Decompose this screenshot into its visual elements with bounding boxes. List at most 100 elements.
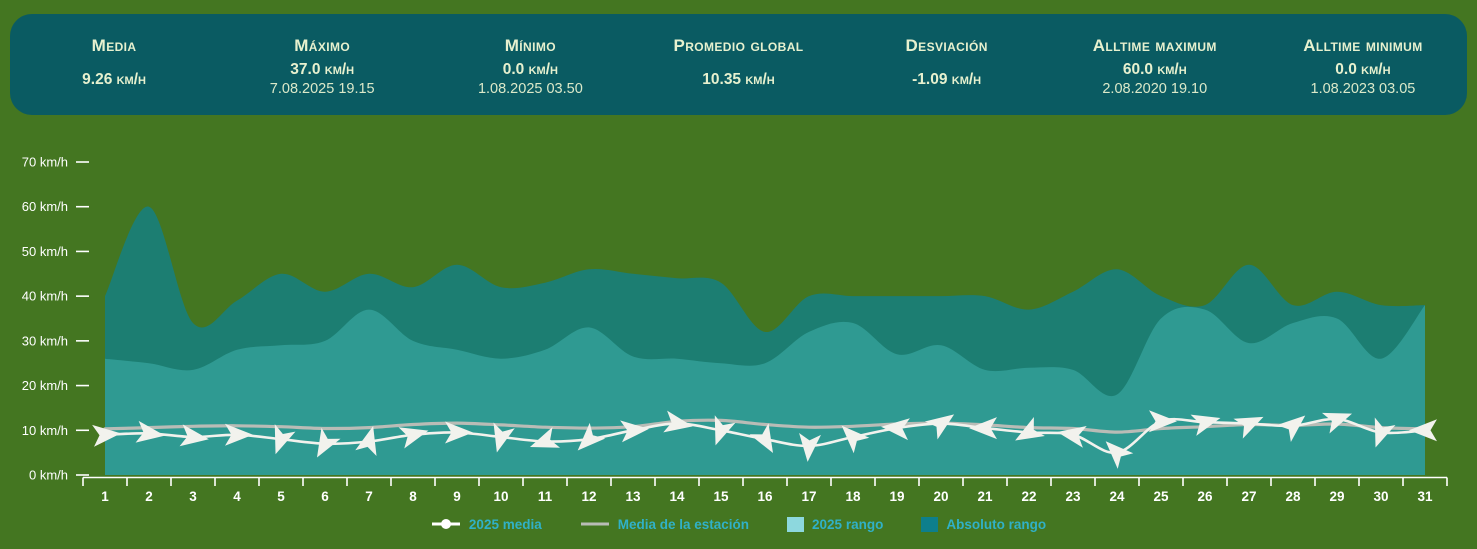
wind-direction-marker xyxy=(355,426,377,456)
wind-direction-marker xyxy=(1015,416,1045,441)
legend-item-media-de-la-estaci-n[interactable]: Media de la estación xyxy=(580,517,749,532)
x-tick-label: 6 xyxy=(321,489,329,504)
y-tick-label: 30 km/h xyxy=(22,333,68,348)
y-tick-label: 40 km/h xyxy=(22,289,68,304)
x-tick-label: 22 xyxy=(1021,489,1036,504)
wind-direction-marker xyxy=(179,424,209,447)
stat-value: 10.35 km/h xyxy=(702,70,775,88)
x-tick-label: 28 xyxy=(1285,489,1301,504)
x-tick-label: 11 xyxy=(538,489,553,504)
wind-direction-marker xyxy=(135,420,165,443)
legend-item-2025-rango[interactable]: 2025 rango xyxy=(787,516,884,532)
stat-label: Alltime minimum xyxy=(1303,36,1423,55)
wind-direction-marker xyxy=(1276,415,1306,442)
stat-alltime-maximum: Alltime maximum 60.0 km/h 2.08.2020 19.10 xyxy=(1051,14,1259,115)
wind-direction-marker xyxy=(317,427,341,458)
x-tick-label: 14 xyxy=(669,489,685,504)
y-tick-label: 20 km/h xyxy=(22,378,68,393)
stat-label: Máximo xyxy=(294,36,351,55)
x-tick-label: 4 xyxy=(233,489,241,504)
wind-direction-marker xyxy=(663,410,693,433)
x-tick-label: 29 xyxy=(1329,489,1344,504)
x-tick-label: 12 xyxy=(581,489,596,504)
y-tick-label: 60 km/h xyxy=(22,199,68,214)
stat-date: 7.08.2025 19.15 xyxy=(269,81,375,97)
x-tick-label: 26 xyxy=(1197,489,1213,504)
x-tick-label: 1 xyxy=(101,489,109,504)
wind-direction-marker xyxy=(274,424,296,455)
stat-value: 60.0 km/h xyxy=(1122,61,1187,78)
stat-m-nimo: Mínimo 0.0 km/h 1.08.2025 03.50 xyxy=(426,14,634,115)
stat-m-ximo: Máximo 37.0 km/h 7.08.2025 19.15 xyxy=(218,14,426,115)
x-tick-label: 3 xyxy=(189,489,197,504)
wind-direction-marker xyxy=(1233,416,1264,439)
x-tick-label: 31 xyxy=(1417,489,1433,504)
y-tick-label: 10 km/h xyxy=(22,423,68,438)
stat-date: 1.08.2025 03.50 xyxy=(477,81,583,97)
legend-swatch-icon xyxy=(787,516,805,532)
x-tick-label: 27 xyxy=(1241,489,1256,504)
legend-item-2025-media[interactable]: 2025 media xyxy=(431,517,542,532)
x-tick-label: 24 xyxy=(1109,489,1125,504)
legend-item-absoluto-rango[interactable]: Absoluto rango xyxy=(921,516,1046,532)
stat-alltime-minimum: Alltime minimum 0.0 km/h 1.08.2023 03.05 xyxy=(1259,14,1467,115)
x-tick-label: 15 xyxy=(713,489,729,504)
x-tick-label: 5 xyxy=(277,489,285,504)
x-tick-label: 23 xyxy=(1065,489,1081,504)
wind-direction-marker xyxy=(225,423,253,446)
x-tick-label: 13 xyxy=(625,489,641,504)
stat-media: Media 9.26 km/h xyxy=(10,14,218,115)
wind-direction-marker xyxy=(1190,414,1221,436)
x-tick-label: 16 xyxy=(757,489,773,504)
y-axis: 0 km/h 10 km/h 20 km/h 30 km/h 40 km/h 50 km/… xyxy=(22,155,89,483)
wind-direction-markers xyxy=(92,410,1437,469)
stat-label: Desviación xyxy=(905,36,988,55)
wind-direction-marker xyxy=(1149,410,1177,433)
x-tick-label: 8 xyxy=(409,489,417,504)
x-tick-label: 30 xyxy=(1373,489,1388,504)
stat-promedio-global: Promedio global 10.35 km/h xyxy=(634,14,842,115)
wind-direction-marker xyxy=(1409,419,1437,442)
stat-desviaci-n: Desviación -1.09 km/h xyxy=(843,14,1051,115)
stat-date: 2.08.2020 19.10 xyxy=(1102,81,1208,97)
wind-direction-marker xyxy=(1374,417,1396,448)
wind-direction-marker xyxy=(1321,412,1353,434)
legend-swatch-icon xyxy=(921,516,939,532)
wind-direction-marker xyxy=(398,427,429,449)
x-tick-label: 9 xyxy=(453,489,461,504)
legend-label: 2025 media xyxy=(468,516,542,532)
y-tick-label: 0 km/h xyxy=(29,468,68,483)
stat-label: Alltime maximum xyxy=(1092,36,1217,55)
x-tick-label: 18 xyxy=(845,489,861,504)
chart-legend: 2025 media Media de la estación 2025 rango… xyxy=(0,512,1477,536)
wind-direction-marker xyxy=(714,415,736,446)
x-tick-label: 21 xyxy=(977,489,993,504)
y-tick-label: 70 km/h xyxy=(22,155,68,170)
wind-direction-marker xyxy=(969,417,997,440)
wind-direction-marker xyxy=(841,425,870,454)
wind-direction-marker xyxy=(577,422,606,451)
legend-label: 2025 rango xyxy=(812,516,884,532)
wind-direction-marker xyxy=(493,422,515,453)
wind-direction-marker xyxy=(749,423,773,454)
stat-value: -1.09 km/h xyxy=(912,70,982,88)
stat-value: 37.0 km/h xyxy=(290,61,355,78)
x-tick-label: 10 xyxy=(493,489,508,504)
x-tick-label: 17 xyxy=(801,489,816,504)
wind-chart: 0 km/h 10 km/h 20 km/h 30 km/h 40 km/h 50 km/… xyxy=(22,155,1448,504)
chart-area: 0 km/h 10 km/h 20 km/h 30 km/h 40 km/h 50 km/… xyxy=(0,120,1477,544)
legend-line-icon xyxy=(580,522,609,526)
legend-line-dot-icon xyxy=(431,519,460,529)
wind-direction-marker xyxy=(445,421,473,444)
x-tick-label: 25 xyxy=(1153,489,1169,504)
stat-value: 0.0 km/h xyxy=(1335,61,1391,78)
x-tick-label: 19 xyxy=(889,489,904,504)
x-tick-label: 7 xyxy=(365,489,373,504)
wind-direction-marker xyxy=(92,424,121,447)
wind-direction-marker xyxy=(881,418,910,441)
wind-direction-marker xyxy=(799,432,822,462)
stat-date: 1.08.2023 03.05 xyxy=(1310,81,1416,97)
stats-header: Media 9.26 km/h Máximo 37.0 km/h 7.08.2025 1… xyxy=(10,14,1467,115)
wind-direction-marker xyxy=(1105,441,1134,469)
wind-direction-marker xyxy=(924,414,955,440)
